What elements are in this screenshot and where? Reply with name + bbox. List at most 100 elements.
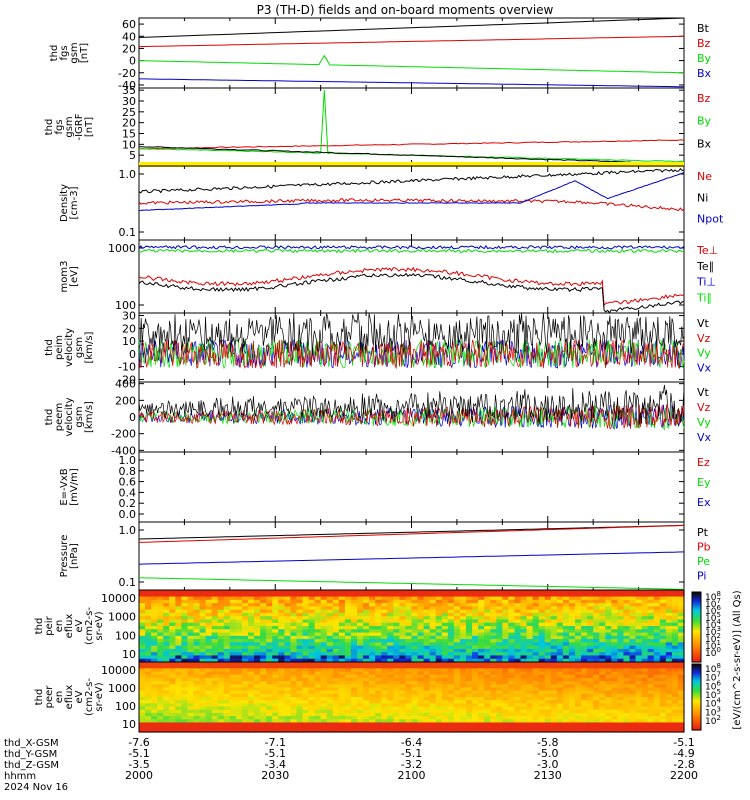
spectrogram-cell: [665, 635, 673, 640]
spectrogram-cell: [605, 712, 612, 717]
spectrogram-cell: [369, 662, 376, 666]
spectrogram-cell: [472, 690, 479, 695]
spectrogram-cell: [139, 693, 146, 698]
spectrogram-cell: [550, 612, 558, 617]
spectrogram-cell: [290, 635, 298, 640]
spectrogram-cell: [193, 703, 201, 708]
spectrogram-cell: [441, 709, 449, 714]
spectrogram-cell: [472, 668, 479, 673]
spectrogram-cell: [217, 612, 225, 617]
spectrogram-cell: [151, 662, 158, 666]
spectrogram-cell: [320, 716, 328, 720]
spectrogram-cell: [659, 590, 667, 594]
spectrogram-cell: [344, 655, 352, 660]
y-tick-label: -20: [118, 67, 136, 80]
spectrogram-cell: [581, 619, 588, 624]
spectrogram-cell: [387, 619, 394, 624]
spectrogram-cell: [466, 671, 473, 676]
spectrogram-cell: [665, 612, 673, 617]
spectrogram-cell: [272, 642, 279, 647]
spectrogram-cell: [241, 619, 249, 624]
spectrogram-cell: [484, 709, 491, 714]
spectrogram-cell: [175, 703, 182, 708]
spectrogram-cell: [254, 619, 261, 624]
spectrogram-cell: [599, 629, 606, 634]
spectrogram-cell: [417, 622, 425, 627]
spectrogram-cell: [435, 635, 443, 640]
spectrogram-cell: [641, 725, 649, 730]
spectrogram-cell: [387, 668, 394, 673]
spectrogram-cell: [181, 626, 189, 630]
spectrogram-cell: [502, 671, 509, 676]
spectrogram-cell: [187, 677, 195, 682]
spectrogram-cell: [296, 639, 304, 643]
spectrogram-cell: [611, 709, 618, 714]
spectrogram-cell: [484, 712, 491, 717]
spectrogram-cell: [538, 645, 546, 650]
spectrogram-cell: [278, 612, 285, 617]
spectrogram-cell: [326, 590, 334, 594]
spectrogram-cell: [302, 606, 310, 611]
spectrogram-cell: [441, 725, 449, 730]
spectrogram-cell: [562, 690, 570, 695]
spectrogram-cell: [248, 665, 255, 669]
spectrogram-cell: [447, 690, 455, 695]
spectrogram-cell: [296, 684, 304, 689]
spectrogram-cell: [617, 645, 625, 650]
spectrogram-cell: [223, 632, 231, 637]
spectrogram-cell: [629, 681, 637, 685]
panel-peem_velocity: thd peem velocity gsm [km/s]4002000-200-400V…: [44, 378, 712, 458]
spectrogram-cell: [387, 658, 394, 663]
spectrogram-cell: [472, 693, 479, 698]
spectrogram-cell: [290, 603, 298, 607]
spectrogram-cell: [308, 590, 316, 594]
spectrogram-cell: [508, 662, 516, 666]
spectrogram-cell: [653, 626, 661, 630]
colorbar-exponent: 6: [716, 604, 721, 612]
spectrogram-cell: [151, 642, 158, 647]
spectrogram-cell: [641, 596, 649, 601]
spectrogram-cell: [472, 725, 479, 730]
spectrogram-cell: [641, 703, 649, 708]
spectrogram-cell: [575, 725, 582, 730]
spectrogram-cell: [550, 606, 558, 611]
colorbar-electron-segment: [692, 697, 701, 700]
spectrogram-cell: [290, 665, 298, 669]
spectrogram-cell: [163, 606, 170, 611]
spectrogram-cell: [272, 693, 279, 698]
spectrogram-cell: [187, 719, 195, 724]
spectrogram-cell: [211, 706, 219, 711]
spectrogram-cell: [193, 642, 201, 647]
spectrogram-cell: [526, 700, 534, 704]
spectrogram-cell: [496, 712, 503, 717]
colorbar-electron-segment: [692, 675, 701, 678]
spectrogram-cell: [502, 629, 509, 634]
x-row-label: hhmm: [4, 771, 36, 782]
spectrogram-cell: [157, 616, 164, 621]
spectrogram-cell: [363, 629, 370, 634]
spectrogram-cell: [544, 693, 552, 698]
spectrogram-cell: [193, 722, 201, 727]
chart-title: P3 (TH-D) fields and on-board moments ov…: [257, 3, 554, 17]
spectrogram-cell: [363, 655, 370, 660]
spectrogram-cell: [363, 665, 370, 669]
spectrogram-cell: [677, 648, 685, 653]
spectrogram-cell: [417, 703, 425, 708]
y-tick-label: 1.0: [119, 524, 137, 537]
spectrogram-cell: [526, 709, 534, 714]
spectrogram-cell: [490, 722, 497, 727]
spectrogram-cell: [169, 681, 176, 685]
spectrogram-cell: [326, 668, 334, 673]
spectrogram-cell: [151, 612, 158, 617]
spectrogram-cell: [308, 697, 316, 701]
spectrogram-cell: [332, 629, 340, 634]
spectrogram-cell: [357, 700, 364, 704]
spectrogram-cell: [520, 619, 528, 624]
spectrogram-cell: [532, 655, 540, 660]
spectrogram-cell: [163, 658, 170, 663]
spectrogram-cell: [538, 662, 546, 666]
spectrogram-cell: [629, 648, 637, 653]
spectrogram-cell: [447, 681, 455, 685]
spectrogram-cell: [593, 662, 600, 666]
spectrogram-cell: [447, 619, 455, 624]
